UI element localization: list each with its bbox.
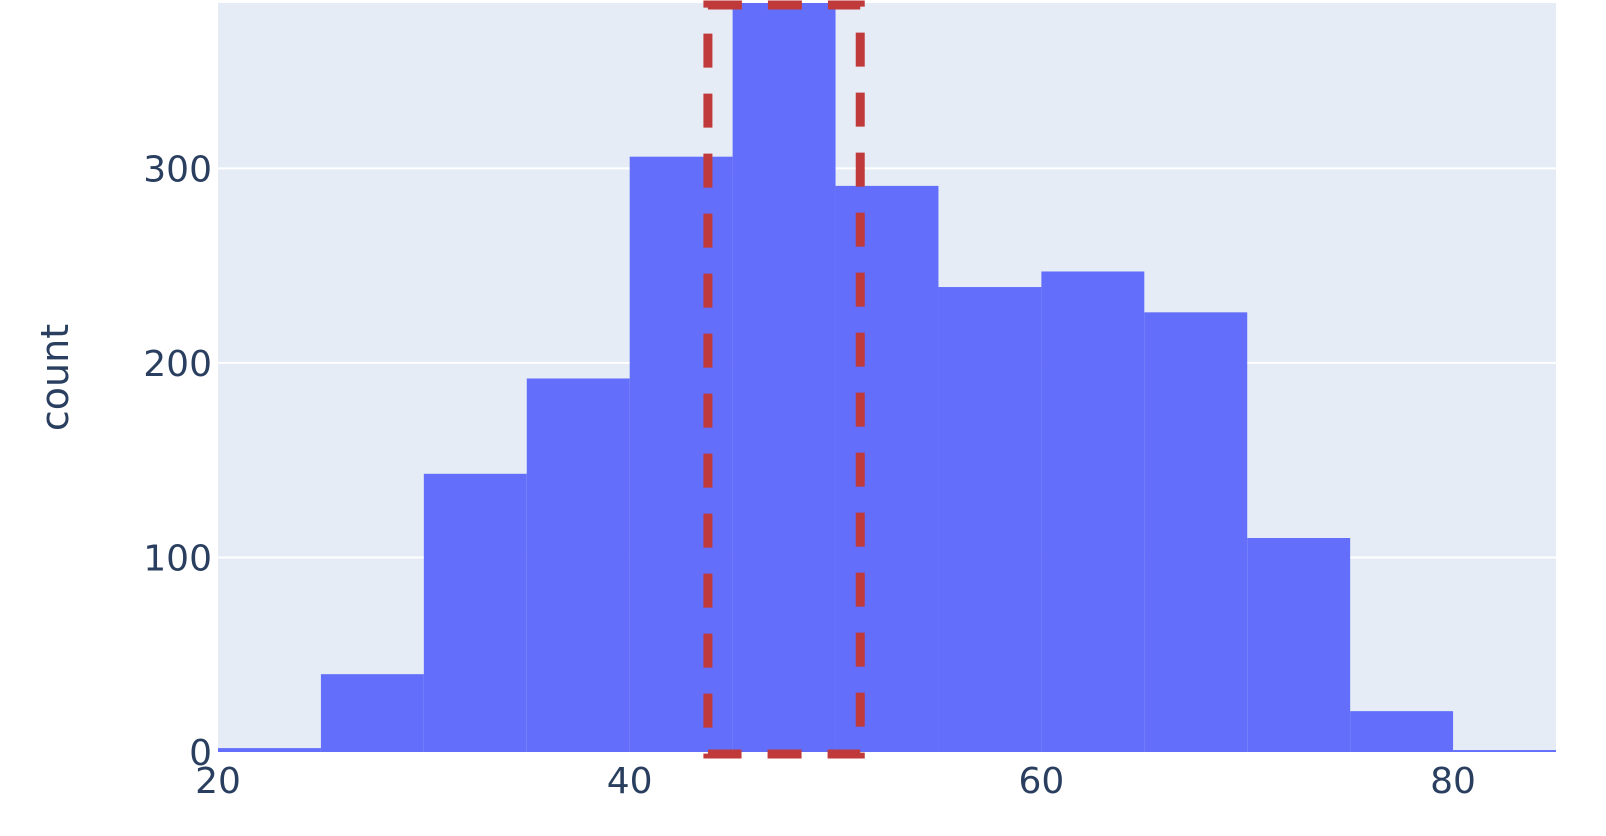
histogram-bar-8 (1041, 271, 1145, 752)
histogram-bar-3 (526, 378, 630, 752)
histogram-bar-6 (835, 185, 939, 752)
histogram-bar-7 (938, 287, 1042, 752)
histogram-bar-10 (1247, 538, 1351, 752)
histogram-bar-0 (218, 748, 321, 752)
x-tick-label-60: 60 (1018, 761, 1064, 802)
y-axis-title: count (33, 324, 77, 431)
histogram-bar-11 (1350, 711, 1454, 752)
y-tick-label-0: 0 (189, 733, 212, 774)
x-tick-label-80: 80 (1430, 761, 1476, 802)
histogram-bar-12 (1453, 750, 1556, 752)
histogram-bar-1 (320, 674, 424, 752)
x-tick-label-40: 40 (607, 761, 653, 802)
highlight-box (703, 0, 865, 759)
highlight-dashed-rect (703, 0, 865, 759)
histogram-bar-2 (423, 473, 527, 752)
histogram-bar-5 (732, 3, 836, 752)
y-axis-ticks: 0 100 200 300 (143, 149, 212, 774)
y-tick-label-200: 200 (143, 344, 212, 385)
histogram-bars (218, 3, 1556, 752)
x-tick-label-20: 20 (195, 761, 241, 802)
histogram-bar-4 (629, 156, 733, 752)
x-axis-ticks: 20 40 60 80 (195, 761, 1476, 802)
y-tick-label-300: 300 (143, 149, 212, 190)
histogram-bar-9 (1144, 312, 1248, 752)
y-tick-label-100: 100 (143, 538, 212, 579)
